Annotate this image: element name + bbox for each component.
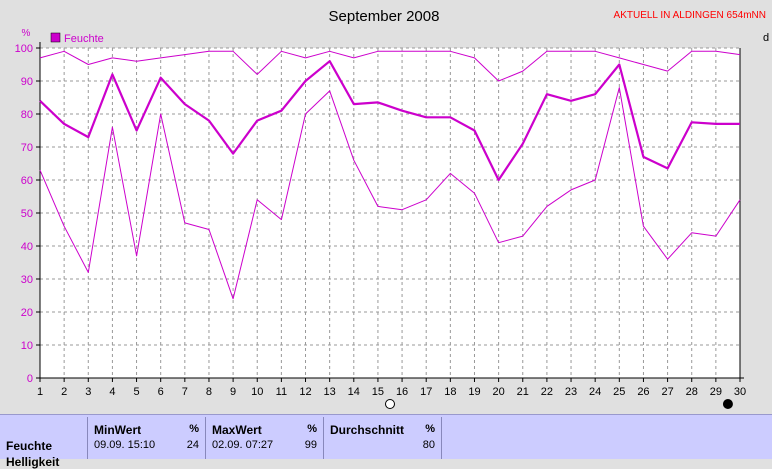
x-tick-label: 2 bbox=[61, 386, 67, 398]
stats-row-label: Feuchte bbox=[6, 439, 53, 453]
x-tick-label: 26 bbox=[637, 386, 649, 398]
x-tick-label: 11 bbox=[276, 386, 287, 398]
humidity-chart: September 2008 AKTUELL IN ALDINGEN 654mN… bbox=[15, 8, 769, 409]
x-tick-label: 8 bbox=[206, 386, 212, 398]
stats-row-label-2: Helligkeit bbox=[6, 455, 60, 469]
min-value: 24 bbox=[186, 439, 199, 451]
right-axis-unit: d bbox=[763, 32, 769, 44]
new-moon-icon bbox=[385, 399, 395, 409]
max-value-box: MaxWert % 02.09. 07:27 99 bbox=[205, 417, 323, 459]
y-tick-label: 40 bbox=[21, 241, 33, 253]
full-moon-icon bbox=[722, 399, 733, 409]
y-tick-label: 70 bbox=[21, 142, 33, 154]
x-tick-label: 23 bbox=[565, 386, 577, 398]
x-tick-label: 1 bbox=[37, 386, 43, 398]
average-value-unit: % bbox=[425, 423, 435, 435]
x-tick-label: 10 bbox=[251, 386, 263, 398]
x-tick-label: 24 bbox=[589, 386, 601, 398]
y-tick-label: 10 bbox=[21, 340, 33, 352]
x-tick-label: 6 bbox=[158, 386, 164, 398]
min-value-timestamp: 09.09. 15:10 bbox=[94, 439, 156, 451]
series-line-min bbox=[39, 87, 741, 300]
max-value-timestamp: 02.09. 07:27 bbox=[212, 439, 274, 451]
x-tick-label: 30 bbox=[734, 386, 746, 398]
x-tick-label: 13 bbox=[324, 386, 336, 398]
min-value-unit: % bbox=[189, 423, 199, 435]
x-tick-label: 5 bbox=[133, 386, 139, 398]
x-tick-label: 9 bbox=[230, 386, 236, 398]
x-tick-label: 22 bbox=[541, 386, 553, 398]
x-tick-label: 12 bbox=[299, 386, 311, 398]
x-tick-label: 25 bbox=[613, 386, 625, 398]
x-tick-label: 7 bbox=[182, 386, 188, 398]
x-tick-label: 17 bbox=[420, 386, 432, 398]
y-tick-label: 0 bbox=[27, 373, 33, 385]
y-tick-label: 80 bbox=[21, 109, 33, 121]
x-tick-label: 21 bbox=[517, 386, 529, 398]
x-tick-label: 14 bbox=[348, 386, 360, 398]
empty-stats-box bbox=[441, 417, 765, 459]
statistics-panel: Feuchte Helligkeit MinWert % 09.09. 15:1… bbox=[0, 414, 772, 469]
max-value: 99 bbox=[304, 439, 317, 451]
x-tick-label: 19 bbox=[468, 386, 480, 398]
x-tick-label: 18 bbox=[444, 386, 456, 398]
x-tick-label: 29 bbox=[710, 386, 722, 398]
x-tick-label: 4 bbox=[109, 386, 115, 398]
max-value-label: MaxWert bbox=[212, 423, 262, 437]
average-value: 80 bbox=[422, 439, 435, 451]
average-value-label: Durchschnitt bbox=[330, 423, 405, 437]
y-tick-label: 30 bbox=[21, 274, 33, 286]
y-axis-unit: % bbox=[22, 28, 31, 39]
legend-label: Feuchte bbox=[64, 33, 104, 45]
min-value-label: MinWert bbox=[94, 423, 142, 437]
series-line-avg bbox=[39, 60, 740, 182]
series-line-max bbox=[39, 50, 741, 82]
legend-swatch bbox=[50, 32, 61, 43]
y-tick-label: 100 bbox=[15, 43, 33, 55]
y-tick-label: 60 bbox=[21, 175, 33, 187]
y-tick-label: 20 bbox=[21, 307, 33, 319]
chart-title: September 2008 bbox=[329, 8, 440, 25]
x-tick-label: 15 bbox=[372, 386, 384, 398]
x-tick-label: 28 bbox=[686, 386, 698, 398]
max-value-unit: % bbox=[307, 423, 317, 435]
y-tick-label: 50 bbox=[21, 208, 33, 220]
station-label: AKTUELL IN ALDINGEN 654mNN bbox=[614, 10, 766, 21]
min-value-box: MinWert % 09.09. 15:10 24 bbox=[87, 417, 205, 459]
x-tick-label: 3 bbox=[85, 386, 91, 398]
average-value-box: Durchschnitt % 80 bbox=[323, 417, 441, 459]
x-tick-label: 20 bbox=[492, 386, 504, 398]
y-tick-label: 90 bbox=[21, 76, 33, 88]
x-tick-label: 16 bbox=[396, 386, 408, 398]
x-tick-label: 27 bbox=[661, 386, 673, 398]
